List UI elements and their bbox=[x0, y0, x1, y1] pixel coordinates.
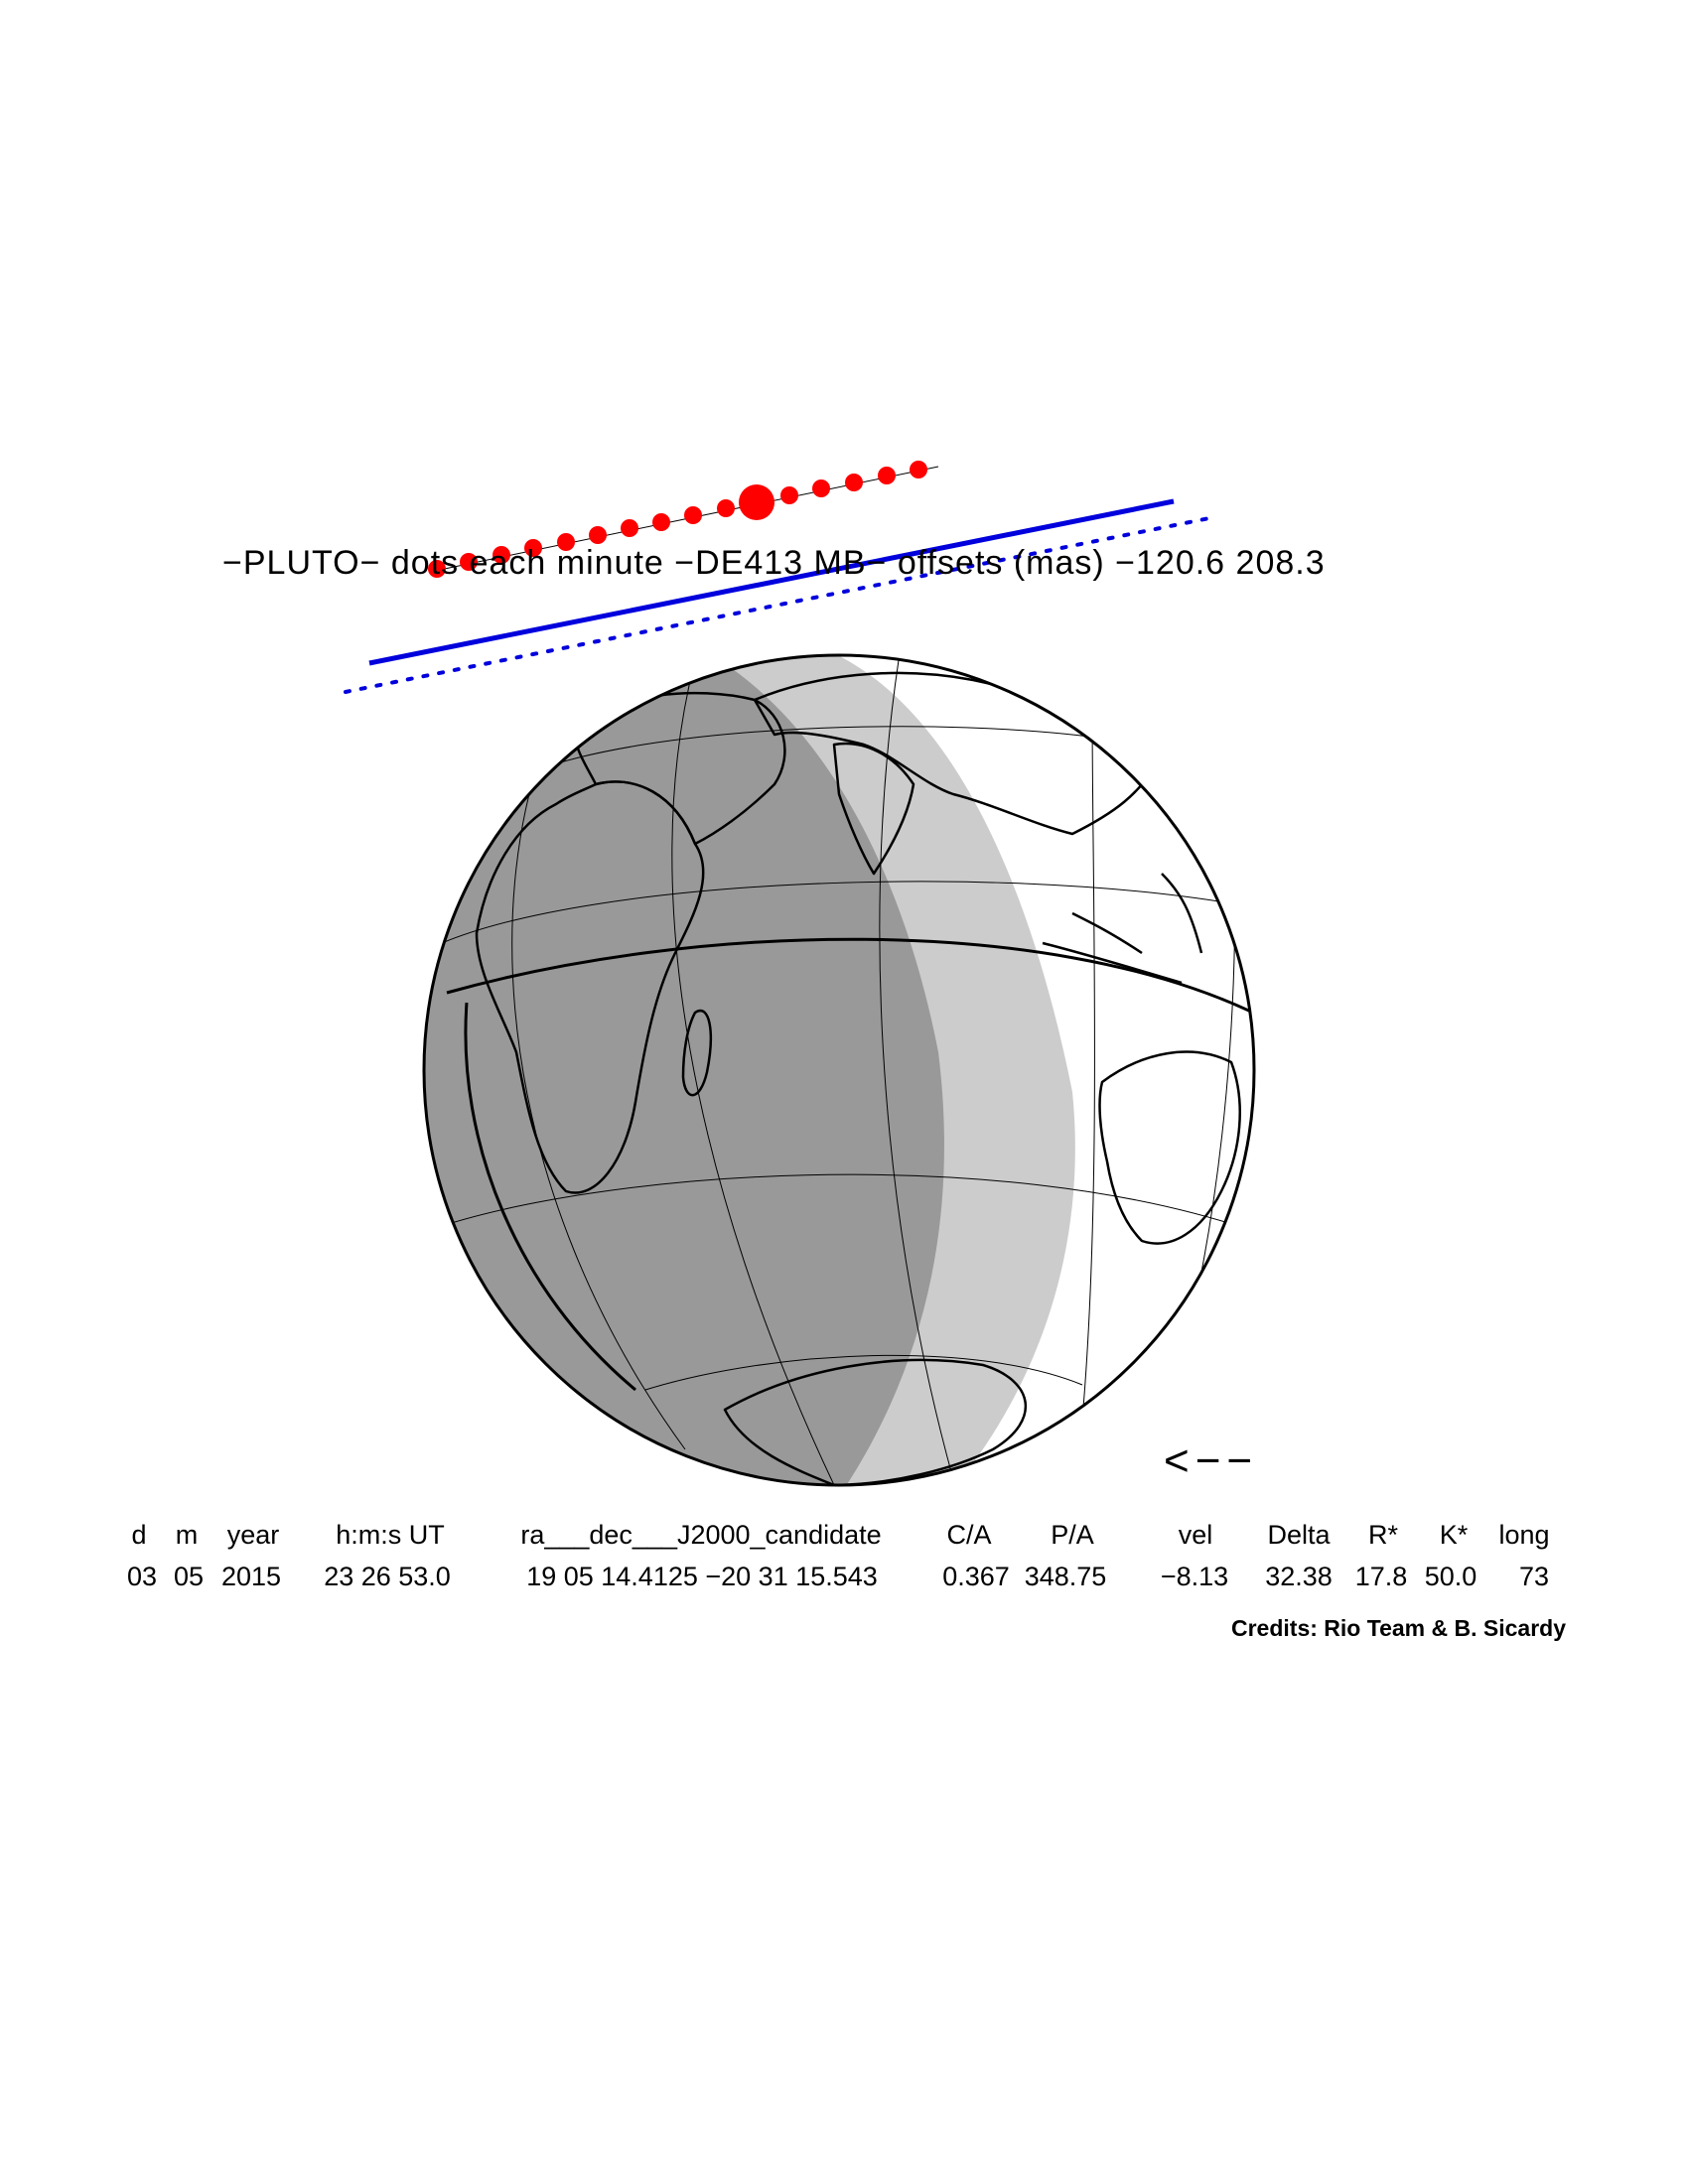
asia-outline bbox=[753, 671, 1164, 836]
header-ca: C/A bbox=[946, 1520, 991, 1550]
pluto-dot bbox=[812, 479, 830, 497]
pluto-dot bbox=[845, 474, 863, 491]
antarctica-outline bbox=[723, 1358, 1028, 1485]
shadow-limit-dotted bbox=[344, 516, 1211, 694]
header-long: long bbox=[1498, 1520, 1549, 1550]
value-vel: −8.13 bbox=[1161, 1562, 1228, 1591]
credits: Credits: Rio Team & B. Sicardy bbox=[1231, 1615, 1566, 1641]
data-table-values: 03 05 2015 23 26 53.0 19 05 14.4125 −20 … bbox=[127, 1562, 1549, 1591]
pluto-dot bbox=[492, 546, 510, 564]
pluto-dot bbox=[524, 539, 542, 557]
terminator-limb bbox=[464, 1002, 636, 1392]
pluto-dot bbox=[428, 560, 446, 578]
header-coords: ra___dec___J2000_candidate bbox=[520, 1520, 881, 1550]
graticule bbox=[426, 659, 1254, 1485]
value-coords: 19 05 14.4125 −20 31 15.543 bbox=[526, 1562, 878, 1591]
header-vel: vel bbox=[1179, 1520, 1213, 1550]
value-d: 03 bbox=[127, 1562, 157, 1591]
equator-line bbox=[446, 937, 1254, 1015]
pluto-dot bbox=[460, 553, 478, 571]
pluto-dot bbox=[910, 461, 927, 478]
value-m: 05 bbox=[174, 1562, 204, 1591]
value-ca: 0.367 bbox=[942, 1562, 1010, 1591]
header-pa: P/A bbox=[1051, 1520, 1094, 1550]
madagascar-outline bbox=[681, 1009, 713, 1097]
pluto-path-dots bbox=[428, 461, 927, 578]
pluto-dot bbox=[717, 499, 735, 517]
header-rstar: R* bbox=[1368, 1520, 1398, 1550]
pluto-dot bbox=[684, 506, 702, 524]
value-kstar: 50.0 bbox=[1425, 1562, 1477, 1591]
pluto-dot-large bbox=[739, 484, 774, 520]
pluto-dot bbox=[780, 486, 798, 504]
header-delta: Delta bbox=[1267, 1520, 1331, 1550]
globe-outline bbox=[422, 653, 1256, 1487]
value-delta: 32.38 bbox=[1265, 1562, 1333, 1591]
pluto-dot bbox=[557, 533, 575, 551]
pluto-dot bbox=[589, 526, 607, 544]
continent-outlines bbox=[475, 671, 1241, 1485]
header-d: d bbox=[131, 1520, 146, 1550]
value-time: 23 26 53.0 bbox=[324, 1562, 451, 1591]
header-kstar: K* bbox=[1440, 1520, 1469, 1550]
australia-outline bbox=[1098, 1050, 1241, 1245]
direction-arrow: <−− bbox=[1164, 1436, 1258, 1485]
header-m: m bbox=[176, 1520, 199, 1550]
plot-title: −PLUTO− dots each minute −DE413 MB− offs… bbox=[222, 544, 1326, 582]
africa-outline bbox=[475, 780, 705, 1194]
value-long: 73 bbox=[1519, 1562, 1549, 1591]
value-pa: 348.75 bbox=[1025, 1562, 1107, 1591]
indonesia-outline bbox=[1042, 873, 1203, 985]
globe bbox=[422, 653, 1256, 1487]
header-year: year bbox=[227, 1520, 280, 1550]
value-year: 2015 bbox=[221, 1562, 281, 1591]
value-rstar: 17.8 bbox=[1355, 1562, 1408, 1591]
header-time: h:m:s UT bbox=[336, 1520, 445, 1550]
data-table-headers: d m year h:m:s UT ra___dec___J2000_candi… bbox=[131, 1520, 1549, 1550]
pluto-dot bbox=[621, 519, 638, 537]
pluto-dot bbox=[878, 467, 896, 484]
shadow-limit-solid bbox=[368, 498, 1175, 666]
pluto-dot bbox=[652, 513, 670, 531]
